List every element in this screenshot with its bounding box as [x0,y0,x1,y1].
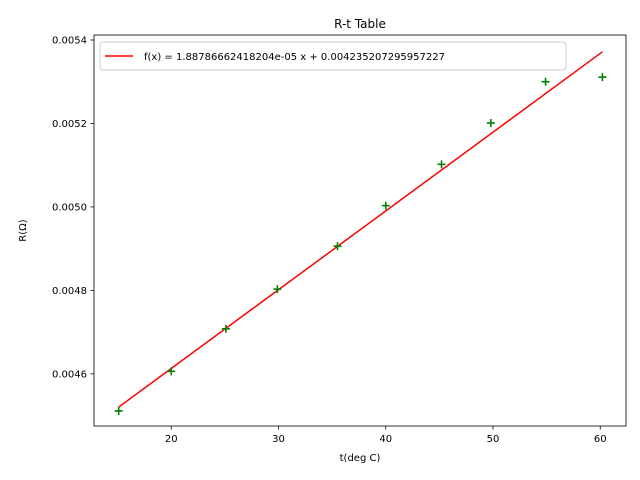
x-tick-label: 50 [487,434,500,445]
data-point [541,77,550,86]
y-tick-label: 0.0046 [52,369,87,380]
axes-frame [93,34,627,427]
x-tick-label: 30 [272,434,285,445]
data-point [333,242,342,251]
data-point [167,367,176,376]
data-point [381,201,390,210]
x-axis-label: t(deg C) [340,453,381,464]
data-point [598,73,607,82]
data-point [273,285,282,294]
y-tick-label: 0.0050 [52,202,87,213]
plot-area [114,51,607,415]
data-point [114,406,123,415]
data-point [437,160,446,169]
axes: 20 30 40 50 60 0.0046 0.0048 0.0050 0.0052 0.0054 [52,34,627,445]
x-tick-label: 40 [379,434,392,445]
legend-box [99,41,567,71]
x-tick-label: 20 [165,434,178,445]
data-point [221,324,230,333]
data-point [486,119,495,128]
y-tick-label: 0.0048 [52,286,87,297]
fit-line [118,51,603,408]
legend: f(x) = 1.88786662418204e-05 x + 0.004235… [99,41,567,71]
y-tick-label: 0.0052 [52,119,87,130]
legend-label: f(x) = 1.88786662418204e-05 x + 0.004235… [144,52,445,63]
x-tick-label: 60 [594,434,607,445]
y-tick-label: 0.0054 [52,36,87,47]
chart-title: R-t Table [334,17,386,31]
y-axis-label: R(Ω) [18,219,29,241]
